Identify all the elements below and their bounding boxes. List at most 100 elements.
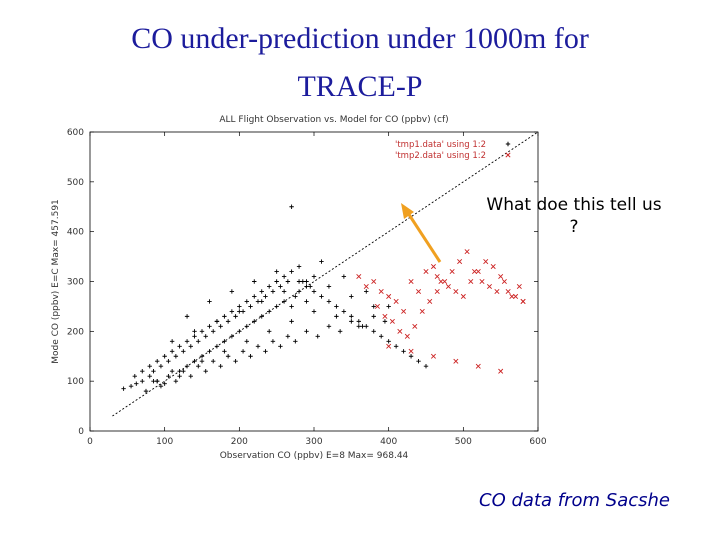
data-point bbox=[181, 369, 186, 374]
data-point bbox=[192, 329, 197, 334]
data-point bbox=[162, 381, 167, 386]
callout-arrow-shaft bbox=[406, 212, 442, 263]
data-point bbox=[386, 293, 392, 299]
data-point bbox=[349, 319, 354, 324]
data-point bbox=[281, 274, 287, 279]
data-point bbox=[252, 279, 257, 284]
data-point bbox=[490, 264, 496, 270]
data-point bbox=[423, 269, 429, 275]
data-point bbox=[270, 289, 276, 294]
data-point bbox=[207, 324, 212, 329]
data-point bbox=[285, 279, 291, 284]
data-point bbox=[416, 288, 422, 294]
data-point bbox=[486, 283, 492, 290]
data-point bbox=[296, 279, 302, 284]
data-point bbox=[203, 334, 208, 339]
data-point bbox=[304, 284, 309, 289]
data-point bbox=[311, 289, 317, 294]
data-point bbox=[281, 299, 287, 304]
data-point bbox=[371, 278, 377, 285]
data-point bbox=[401, 308, 407, 314]
data-point bbox=[278, 284, 283, 289]
x-tick-label: 400 bbox=[380, 437, 397, 447]
data-point bbox=[196, 364, 201, 369]
data-point bbox=[393, 298, 399, 304]
x-tick-label: 300 bbox=[305, 437, 322, 447]
data-point bbox=[278, 344, 283, 349]
data-point bbox=[419, 308, 425, 314]
data-point bbox=[225, 354, 231, 359]
data-point bbox=[222, 314, 227, 319]
data-point bbox=[468, 278, 474, 285]
data-point bbox=[147, 364, 152, 369]
legend-label: 'tmp2.data' using 1:2 bbox=[395, 151, 486, 161]
data-point bbox=[289, 269, 294, 274]
data-point bbox=[378, 288, 384, 294]
data-point bbox=[173, 378, 179, 384]
data-point bbox=[326, 324, 332, 329]
data-point bbox=[274, 304, 279, 309]
series-2 bbox=[356, 249, 526, 374]
data-point bbox=[169, 349, 175, 354]
data-point bbox=[274, 269, 279, 274]
data-point bbox=[132, 373, 137, 379]
data-point bbox=[371, 329, 376, 334]
data-point bbox=[128, 383, 134, 389]
data-point bbox=[281, 289, 287, 294]
data-point bbox=[151, 378, 156, 384]
data-point bbox=[240, 349, 246, 354]
y-tick-label: 200 bbox=[67, 327, 84, 337]
data-point bbox=[214, 344, 220, 349]
data-point bbox=[233, 314, 238, 319]
data-point bbox=[404, 333, 410, 339]
data-point bbox=[326, 299, 332, 304]
series-1 bbox=[121, 204, 429, 394]
data-point bbox=[199, 329, 205, 334]
data-point bbox=[233, 359, 238, 364]
data-point bbox=[237, 304, 242, 309]
data-point bbox=[244, 299, 249, 304]
y-tick-label: 300 bbox=[67, 278, 84, 288]
data-point bbox=[401, 349, 406, 354]
data-point bbox=[464, 249, 470, 255]
data-point bbox=[382, 313, 388, 319]
x-tick-label: 0 bbox=[87, 437, 93, 447]
data-point bbox=[147, 373, 152, 379]
data-point bbox=[248, 354, 253, 359]
data-point bbox=[134, 381, 139, 386]
data-point bbox=[255, 299, 261, 304]
data-point bbox=[453, 358, 459, 364]
data-point bbox=[184, 314, 190, 319]
data-point bbox=[184, 364, 190, 369]
data-point bbox=[293, 339, 298, 344]
data-point bbox=[274, 279, 279, 284]
data-point bbox=[218, 324, 223, 329]
data-point bbox=[166, 359, 171, 364]
data-point bbox=[449, 269, 455, 275]
data-point bbox=[162, 354, 167, 359]
data-point bbox=[479, 278, 485, 285]
data-point bbox=[304, 299, 309, 304]
data-point bbox=[509, 293, 515, 299]
data-point bbox=[520, 298, 526, 304]
data-point bbox=[143, 388, 149, 394]
slide-title-line1: CO under-prediction under 1000m for bbox=[131, 22, 589, 55]
x-tick-label: 100 bbox=[156, 437, 173, 447]
data-point bbox=[267, 284, 272, 289]
data-point bbox=[237, 329, 242, 334]
data-point bbox=[371, 314, 376, 319]
data-point bbox=[240, 309, 246, 314]
data-point bbox=[222, 339, 227, 344]
data-point bbox=[140, 378, 145, 384]
data-point bbox=[155, 378, 160, 384]
data-point bbox=[184, 339, 190, 344]
data-point bbox=[289, 204, 294, 209]
x-tick-label: 200 bbox=[231, 437, 248, 447]
one-to-one-line bbox=[112, 131, 539, 417]
data-point bbox=[169, 369, 175, 374]
data-point bbox=[341, 274, 347, 279]
y-axis-label: Mode CO (ppbv) E=C Max= 457.591 bbox=[51, 199, 61, 364]
data-point bbox=[513, 293, 519, 299]
data-point bbox=[259, 299, 264, 304]
data-point bbox=[408, 354, 414, 359]
